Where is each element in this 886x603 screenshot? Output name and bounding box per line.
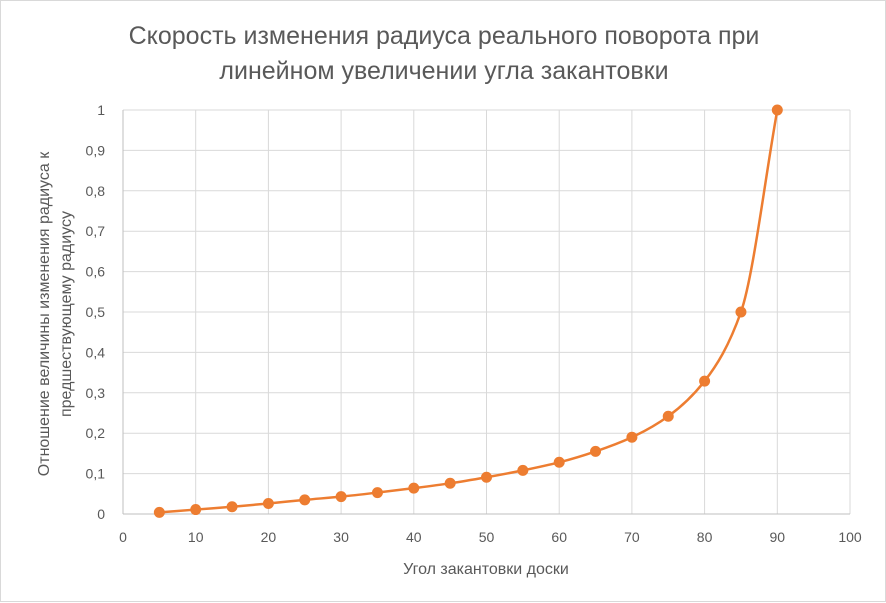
y-axis-title-line-1: Отношение величины изменения радиуса к xyxy=(36,151,53,476)
y-tick-label: 0,2 xyxy=(86,425,106,441)
x-tick-label: 0 xyxy=(119,529,127,545)
data-point xyxy=(517,464,529,476)
y-tick-labels: 0 0,1 0,2 0,3 0,4 0,5 0,6 0,7 0,8 0,9 1 xyxy=(86,102,106,522)
x-tick-label: 40 xyxy=(406,529,422,545)
x-tick-label: 70 xyxy=(624,529,640,545)
data-point xyxy=(444,477,456,489)
y-axis-title: Отношение величины изменения радиуса к п… xyxy=(36,151,75,476)
x-tick-label: 80 xyxy=(697,529,713,545)
data-point xyxy=(662,410,674,422)
data-point xyxy=(771,104,783,116)
x-tick-label: 50 xyxy=(479,529,495,545)
data-point xyxy=(262,497,274,509)
data-point xyxy=(153,506,165,518)
chart-title: Скорость изменения радиуса реального пов… xyxy=(129,22,760,85)
x-tick-label: 10 xyxy=(188,529,204,545)
axes xyxy=(122,110,850,515)
data-point xyxy=(408,482,420,494)
y-tick-label: 0,9 xyxy=(86,142,106,158)
data-point xyxy=(481,471,492,483)
y-axis-title-line-2: предшествующему радиусу xyxy=(58,211,75,417)
x-tick-label: 90 xyxy=(770,529,786,545)
y-tick-label: 0,7 xyxy=(86,223,106,239)
series xyxy=(153,104,783,518)
data-point xyxy=(590,445,602,457)
x-tick-label: 100 xyxy=(838,529,862,545)
y-tick-label: 0,3 xyxy=(86,385,106,401)
data-point xyxy=(335,491,347,503)
x-axis-title: Угол закантовки доски xyxy=(403,561,569,578)
y-tick-label: 0 xyxy=(97,506,105,522)
data-point xyxy=(626,431,638,443)
y-tick-label: 0,5 xyxy=(86,304,106,320)
chart-title-line-1: Скорость изменения радиуса реального пов… xyxy=(129,22,760,50)
y-tick-label: 0,8 xyxy=(86,183,106,199)
x-tick-label: 20 xyxy=(261,529,277,545)
data-point xyxy=(226,501,238,513)
grid xyxy=(123,109,851,514)
y-tick-label: 0,6 xyxy=(86,264,106,280)
chart-title-line-2: линейном увеличении угла закантовки xyxy=(219,57,668,85)
data-point xyxy=(735,306,747,318)
data-point xyxy=(699,375,711,387)
data-point xyxy=(371,487,383,499)
series-line xyxy=(159,109,779,514)
y-tick-label: 0,4 xyxy=(86,344,106,360)
x-tick-label: 30 xyxy=(333,529,349,545)
x-tick-label: 60 xyxy=(551,529,567,545)
x-tick-labels: 0 10 20 30 40 50 60 70 80 90 100 xyxy=(119,529,862,545)
data-point xyxy=(299,494,311,506)
y-tick-label: 0,1 xyxy=(86,466,106,482)
data-point xyxy=(190,504,202,516)
y-tick-label: 1 xyxy=(97,102,105,118)
data-point xyxy=(553,456,565,468)
